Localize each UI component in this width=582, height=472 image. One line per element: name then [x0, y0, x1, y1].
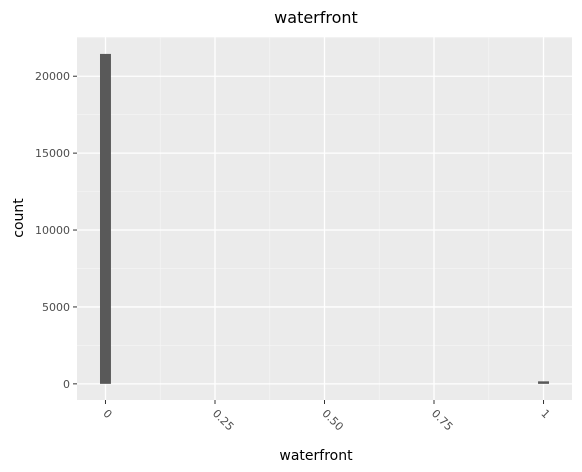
y-axis: 0 5000 10000 15000 20000 [35, 70, 77, 391]
x-tick-label: 0.50 [319, 407, 346, 434]
y-axis-title: count [11, 198, 27, 238]
chart-title: waterfront [274, 8, 358, 27]
y-tick-label: 20000 [35, 70, 70, 83]
x-axis-title: waterfront [279, 448, 353, 464]
histogram-bar [538, 381, 549, 384]
histogram-bar [100, 54, 111, 384]
x-axis: 0 0.25 0.50 0.75 1 [100, 400, 552, 433]
y-tick-label: 0 [63, 378, 70, 391]
y-tick-label: 15000 [35, 147, 70, 160]
x-tick-label: 0.75 [429, 407, 456, 434]
y-tick-label: 10000 [35, 224, 70, 237]
x-tick-label: 0 [100, 407, 114, 421]
x-tick-label: 1 [538, 407, 552, 421]
y-tick-label: 5000 [42, 301, 70, 314]
x-tick-label: 0.25 [210, 407, 237, 434]
